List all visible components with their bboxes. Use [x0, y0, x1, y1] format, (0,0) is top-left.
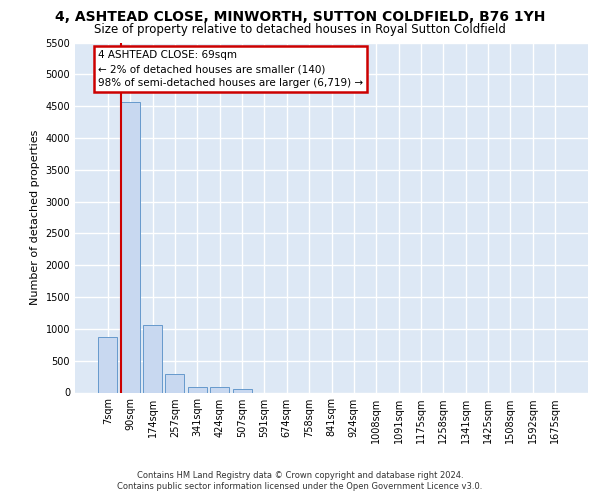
Bar	[233, 388, 251, 392]
Bar	[98, 336, 118, 392]
Text: 4 ASHTEAD CLOSE: 69sqm
← 2% of detached houses are smaller (140)
98% of semi-det: 4 ASHTEAD CLOSE: 69sqm ← 2% of detached …	[98, 50, 363, 88]
Text: 4, ASHTEAD CLOSE, MINWORTH, SUTTON COLDFIELD, B76 1YH: 4, ASHTEAD CLOSE, MINWORTH, SUTTON COLDF…	[55, 10, 545, 24]
Text: Size of property relative to detached houses in Royal Sutton Coldfield: Size of property relative to detached ho…	[94, 22, 506, 36]
Bar	[210, 387, 229, 392]
Bar	[166, 374, 184, 392]
Bar	[188, 387, 207, 392]
Text: Contains HM Land Registry data © Crown copyright and database right 2024.: Contains HM Land Registry data © Crown c…	[137, 471, 463, 480]
Bar	[143, 325, 162, 392]
Bar	[121, 102, 140, 393]
Text: Contains public sector information licensed under the Open Government Licence v3: Contains public sector information licen…	[118, 482, 482, 491]
Y-axis label: Number of detached properties: Number of detached properties	[30, 130, 40, 305]
